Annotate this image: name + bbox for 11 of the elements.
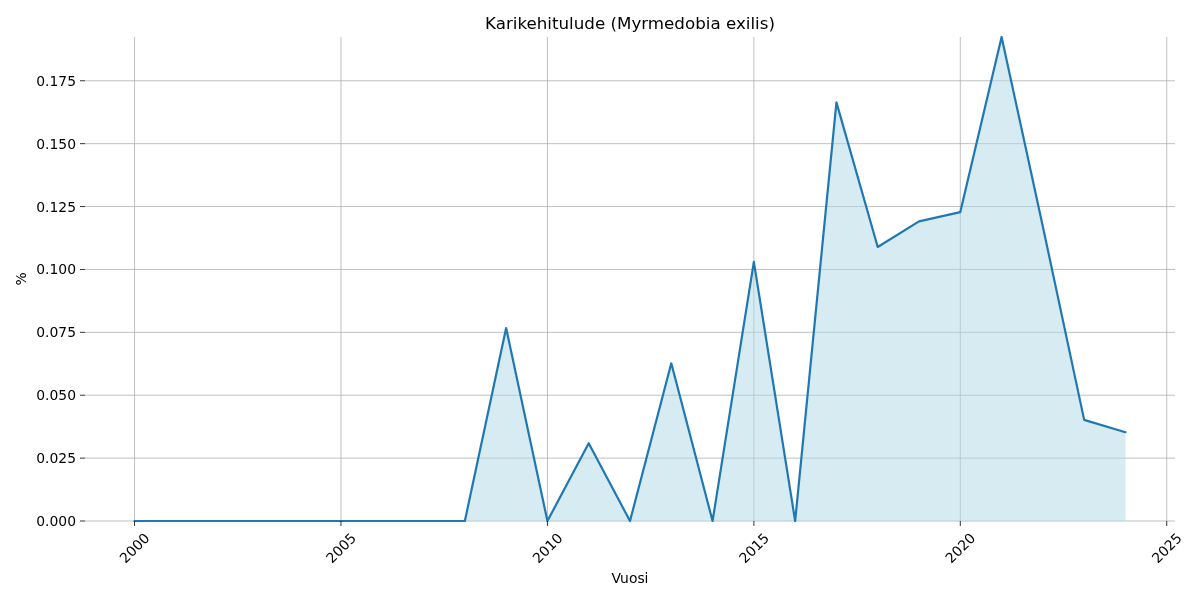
- y-axis-title: %: [13, 272, 29, 286]
- y-tick-label: 0.175: [36, 72, 76, 89]
- y-tick-label: 0.000: [36, 513, 76, 529]
- y-tick-label: 0.150: [36, 135, 76, 152]
- y-tick-label: 0.025: [36, 450, 76, 467]
- y-tick-label: 0.075: [36, 324, 76, 341]
- y-tick-label: 0.100: [36, 261, 76, 278]
- x-axis-title: Vuosi: [611, 570, 649, 586]
- y-tick-label: 0.050: [36, 387, 76, 404]
- chart-title: Karikehitulude (Myrmedobia exilis): [485, 13, 775, 33]
- y-tick-label: 0.125: [36, 198, 76, 215]
